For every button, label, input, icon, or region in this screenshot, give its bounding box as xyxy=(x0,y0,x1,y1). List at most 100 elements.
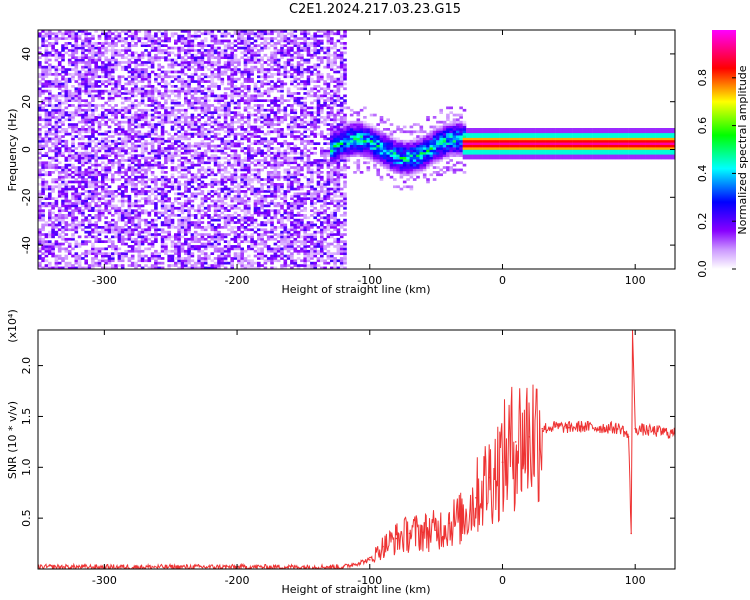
heatmap-cell xyxy=(84,70,88,74)
heatmap-cell xyxy=(104,175,108,179)
heatmap-cell xyxy=(120,44,125,47)
heatmap-cell xyxy=(44,99,49,102)
heatmap-cell xyxy=(81,161,85,165)
heatmap-cell xyxy=(250,94,254,98)
heatmap-cell xyxy=(193,108,198,112)
heatmap-cell xyxy=(57,56,62,59)
heatmap-cell xyxy=(243,65,248,69)
heatmap-cell xyxy=(280,51,284,55)
heatmap-cell xyxy=(207,58,211,62)
heatmap-cell xyxy=(243,166,248,169)
heatmap-cell xyxy=(81,104,85,107)
heatmap-cell xyxy=(117,240,122,243)
heatmap-cell xyxy=(157,166,161,169)
heatmap-cell xyxy=(270,180,274,184)
heatmap-cell xyxy=(84,108,88,112)
heatmap-cell xyxy=(101,116,105,119)
heatmap-cell xyxy=(240,240,244,243)
heatmap-cell xyxy=(147,94,152,98)
heatmap-cell xyxy=(233,132,238,136)
heatmap-cell xyxy=(260,75,264,79)
heatmap-cell xyxy=(67,252,72,255)
heatmap-cell xyxy=(140,147,145,150)
heatmap-cell xyxy=(227,108,231,112)
heatmap-cell xyxy=(260,80,264,83)
heatmap-cell xyxy=(190,118,195,122)
heatmap-cell xyxy=(263,211,268,215)
heatmap-cell xyxy=(48,204,52,208)
heatmap-cell xyxy=(210,130,215,134)
heatmap-cell xyxy=(253,39,258,43)
heatmap-cell xyxy=(187,85,191,88)
heatmap-cell xyxy=(200,58,205,62)
heatmap-cell xyxy=(276,108,281,112)
heatmap-cell xyxy=(111,58,115,62)
heatmap-cell xyxy=(64,80,69,83)
heatmap-cell xyxy=(134,187,138,191)
heatmap-cell xyxy=(57,211,62,215)
heatmap-cell xyxy=(197,226,201,229)
heatmap-cell xyxy=(127,199,132,203)
heatmap-cell xyxy=(94,137,98,141)
heatmap-cell xyxy=(124,96,128,100)
heatmap-cell xyxy=(177,137,181,141)
heatmap-cell xyxy=(290,135,294,138)
heatmap-cell xyxy=(94,80,98,83)
heatmap-cell xyxy=(81,116,85,119)
heatmap-cell xyxy=(193,187,198,191)
heatmap-cell xyxy=(290,104,294,107)
heatmap-cell xyxy=(61,192,65,196)
heatmap-cell xyxy=(273,139,278,143)
heatmap-cell xyxy=(104,51,108,55)
heatmap-cell xyxy=(197,221,201,224)
heatmap-cell xyxy=(48,185,52,189)
heatmap-cell xyxy=(240,89,244,93)
heatmap-cell xyxy=(154,53,158,57)
heatmap-cell xyxy=(154,42,158,45)
heatmap-cell xyxy=(237,111,241,114)
heatmap-cell xyxy=(127,159,132,162)
heatmap-cell xyxy=(147,185,152,189)
heatmap-cell xyxy=(44,116,49,119)
heatmap-cell xyxy=(61,214,65,217)
heatmap-cell xyxy=(61,46,65,50)
heatmap-cell xyxy=(237,106,241,110)
heatmap-cell xyxy=(104,204,108,208)
heatmap-cell xyxy=(217,106,221,110)
heatmap-cell xyxy=(276,171,281,174)
heatmap-cell xyxy=(48,94,52,98)
heatmap-cell xyxy=(101,139,105,143)
heatmap-cell xyxy=(223,30,228,33)
heatmap-cell xyxy=(237,42,241,45)
heatmap-cell xyxy=(210,237,215,241)
heatmap-cell xyxy=(154,223,158,227)
heatmap-cell xyxy=(273,168,278,172)
heatmap-cell xyxy=(190,80,195,83)
heatmap-cell xyxy=(54,147,59,150)
heatmap-cell xyxy=(81,44,85,47)
heatmap-cell xyxy=(174,151,178,155)
heatmap-cell xyxy=(227,247,231,251)
heatmap-cell xyxy=(111,118,115,122)
heatmap-cell xyxy=(280,85,284,88)
heatmap-cell xyxy=(94,183,98,186)
heatmap-cell xyxy=(174,192,178,196)
heatmap-cell xyxy=(91,94,95,98)
heatmap-cell xyxy=(67,42,72,45)
heatmap-cell xyxy=(280,226,284,229)
heatmap-cell xyxy=(197,259,201,263)
heatmap-cell xyxy=(203,135,208,138)
heatmap-cell xyxy=(217,204,221,208)
heatmap-cell xyxy=(203,92,208,95)
heatmap-cell xyxy=(223,96,228,100)
heatmap-cell xyxy=(276,149,281,153)
heatmap-cell xyxy=(120,139,125,143)
heatmap-cell xyxy=(130,77,135,81)
heatmap-cell xyxy=(38,118,42,122)
heatmap-cell xyxy=(197,118,201,122)
heatmap-cell xyxy=(164,56,168,59)
heatmap-cell xyxy=(187,82,191,86)
heatmap-cell xyxy=(120,209,125,212)
heatmap-cell xyxy=(44,180,49,184)
